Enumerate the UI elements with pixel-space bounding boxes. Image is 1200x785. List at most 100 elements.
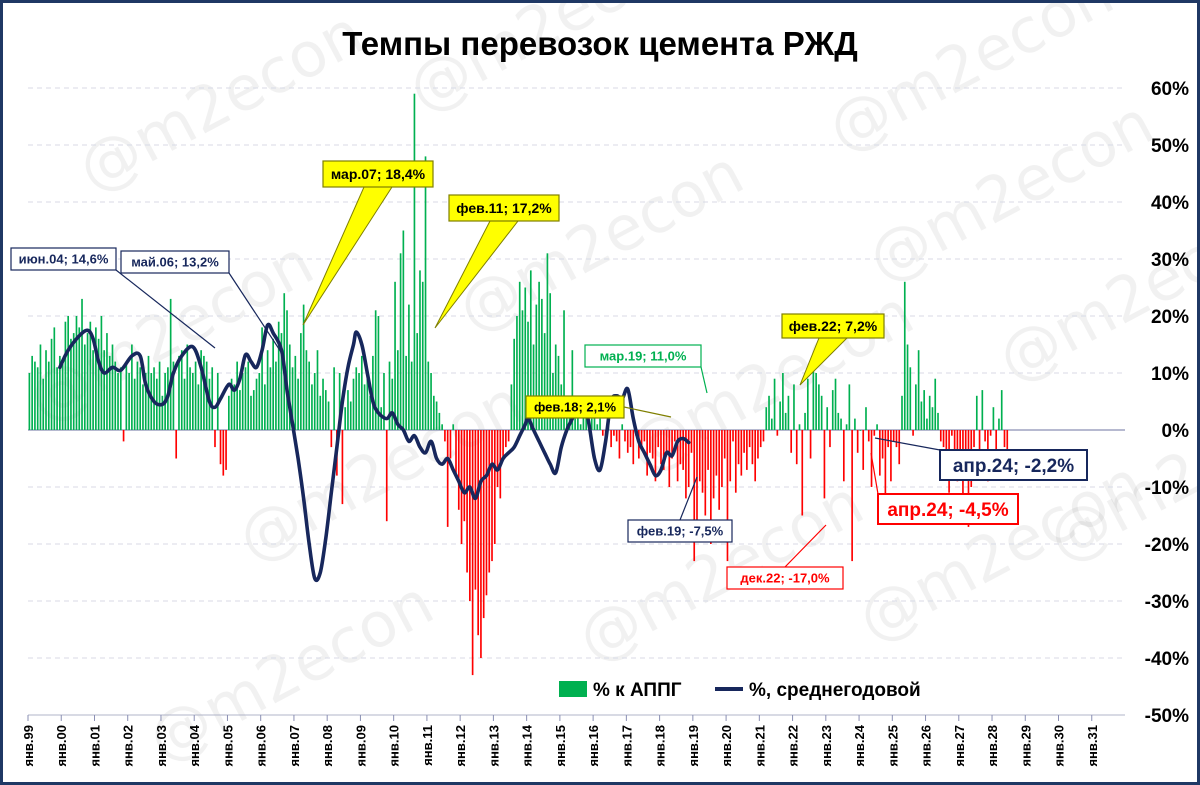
callout-box [877, 493, 1019, 525]
yoy-bar [981, 390, 984, 430]
legend: % к АППГ %, среднегодовой [559, 680, 921, 701]
callout-navy-big: апр.24; -2,2% [874, 437, 1088, 481]
x-tick-label: янв.05 [220, 725, 235, 767]
yoy-bar [746, 430, 748, 470]
yoy-bar [884, 430, 887, 510]
yoy-bar [377, 316, 380, 430]
x-tick-label: янв.15 [553, 725, 568, 767]
yoy-bar [920, 401, 923, 430]
y-tick-label: 0% [1162, 421, 1190, 442]
yoy-bar [380, 407, 383, 430]
yoy-bar [75, 316, 78, 430]
yoy-bar [250, 395, 252, 430]
yoy-bar [759, 430, 762, 448]
yoy-bar [923, 390, 925, 430]
yoy-bar [219, 430, 222, 465]
callout-label: дек.22; -17,0% [740, 571, 830, 586]
yoy-bar [513, 338, 515, 430]
yoy-bar [482, 430, 485, 619]
callout-navy: фев.19; -7,5% [627, 476, 733, 543]
yoy-bar [563, 310, 565, 430]
callout-box [939, 449, 1088, 481]
yoy-bar [654, 430, 657, 482]
yoy-bar [829, 430, 831, 448]
yoy-bar [912, 430, 914, 436]
callout-label: май.06; 13,2% [131, 255, 219, 270]
yoy-bar [726, 430, 729, 562]
yoy-bar [651, 430, 654, 459]
yoy-bar [793, 384, 795, 430]
callout-green: мар.19; 11,0% [584, 344, 708, 394]
yoy-bar [214, 430, 216, 448]
yoy-bar [527, 321, 529, 430]
yoy-bar [142, 384, 144, 430]
yoy-bar [989, 430, 992, 436]
yoy-bar [491, 430, 493, 562]
yoy-bar [975, 395, 978, 430]
yoy-bar [485, 430, 488, 596]
y-tick-label: -50% [1145, 706, 1189, 727]
yoy-bar [474, 430, 477, 590]
yoy-bar [754, 430, 757, 482]
yoy-bar [801, 430, 804, 516]
callout-label: мар.07; 18,4% [331, 166, 426, 182]
yoy-bar [385, 430, 388, 522]
yoy-bar [840, 418, 842, 430]
yoy-bar [469, 430, 471, 601]
yoy-bar [291, 367, 294, 430]
yoy-bar [502, 430, 504, 459]
yoy-bar [72, 333, 75, 430]
yoy-bar [779, 401, 781, 430]
yoy-bar [707, 430, 709, 470]
yoy-bar [81, 298, 83, 430]
yoy-bar [133, 378, 136, 430]
yoy-bar [873, 430, 876, 436]
yoy-bar [139, 367, 142, 430]
yoy-bar [344, 407, 347, 430]
y-tick-label: 10% [1151, 364, 1189, 385]
yoy-bar [973, 430, 975, 448]
yoy-bar [867, 430, 870, 442]
x-tick-label: янв.31 [1085, 725, 1100, 767]
yoy-bar [915, 384, 917, 430]
callout-layer: июн.04; 14,6% май.06; 13,2% мар.07; 18,4% ф… [10, 160, 1088, 590]
yoy-bar [444, 430, 446, 442]
yoy-bar [117, 373, 119, 430]
yoy-bar [557, 355, 560, 430]
yoy-bar [676, 430, 679, 482]
yoy-bar [881, 430, 884, 459]
yoy-bar [618, 430, 621, 459]
yoy-bar [349, 401, 352, 430]
yoy-bar [590, 418, 593, 430]
yoy-bar [599, 418, 601, 430]
yoy-bar [413, 93, 416, 430]
yoy-bar [704, 430, 707, 516]
yoy-bar [78, 327, 81, 430]
y-tick-label: -30% [1145, 592, 1189, 613]
callout-leader [115, 269, 216, 349]
yoy-bar [410, 361, 413, 430]
yoy-bar [1000, 390, 1003, 430]
yoy-bar [674, 430, 676, 442]
y-tick-label: -20% [1145, 535, 1189, 556]
yoy-bar [776, 430, 779, 436]
yoy-bar [903, 281, 906, 430]
yoy-bar [665, 430, 668, 453]
yoy-bar [657, 430, 660, 448]
yoy-bar [67, 316, 69, 430]
yoy-bar [114, 361, 117, 430]
callout-box [120, 250, 230, 274]
yoy-bar [272, 338, 274, 430]
yoy-bar [496, 430, 499, 487]
yoy-bar [269, 367, 272, 430]
yoy-bar [64, 321, 67, 430]
x-tick-label: янв.00 [54, 725, 69, 767]
yoy-bar [266, 350, 269, 430]
yoy-bar [712, 430, 715, 499]
yoy-bar [316, 350, 319, 430]
yoy-bar [721, 430, 723, 487]
yoy-bar [732, 430, 734, 442]
yoy-bar [854, 418, 856, 430]
chart-title: Темпы перевозок цемента РЖД [342, 25, 857, 62]
yoy-bar [571, 350, 574, 430]
